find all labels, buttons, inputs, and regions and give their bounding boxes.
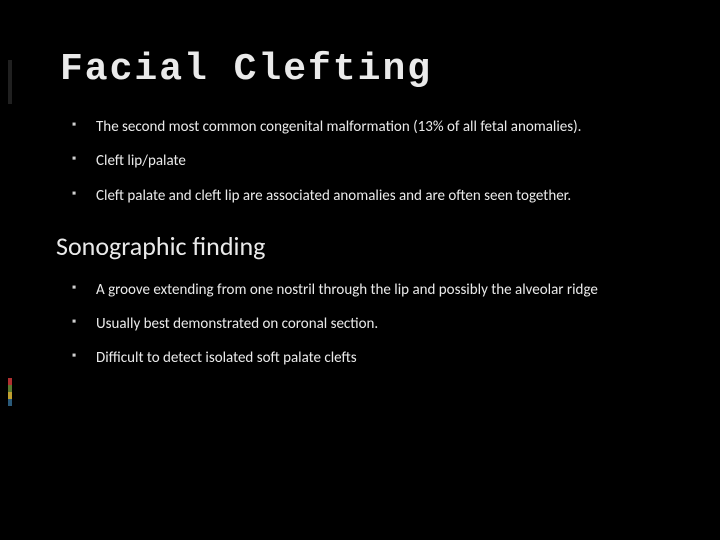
bullet-item: Cleft palate and cleft lip are associate… — [60, 186, 680, 206]
bullet-item: The second most common congenital malfor… — [60, 117, 680, 137]
accent-seg-yellow — [8, 392, 12, 399]
section-heading: Sonographic finding — [56, 230, 680, 262]
bullet-item: A groove extending from one nostril thro… — [60, 280, 680, 300]
bullet-item: Cleft lip/palate — [60, 151, 680, 171]
accent-seg-red — [8, 378, 12, 385]
slide-content: Facial Clefting The second most common c… — [60, 48, 680, 383]
bullet-item: Usually best demonstrated on coronal sec… — [60, 314, 680, 334]
accent-stripe-top — [8, 60, 12, 104]
accent-seg-green — [8, 385, 12, 392]
bullet-item: Difficult to detect isolated soft palate… — [60, 348, 680, 368]
bullet-list-top: The second most common congenital malfor… — [60, 117, 680, 206]
bullet-list-bottom: A groove extending from one nostril thro… — [60, 280, 680, 369]
slide-title: Facial Clefting — [60, 48, 680, 91]
accent-seg-blue — [8, 399, 12, 406]
accent-stripe-bottom — [8, 378, 12, 406]
